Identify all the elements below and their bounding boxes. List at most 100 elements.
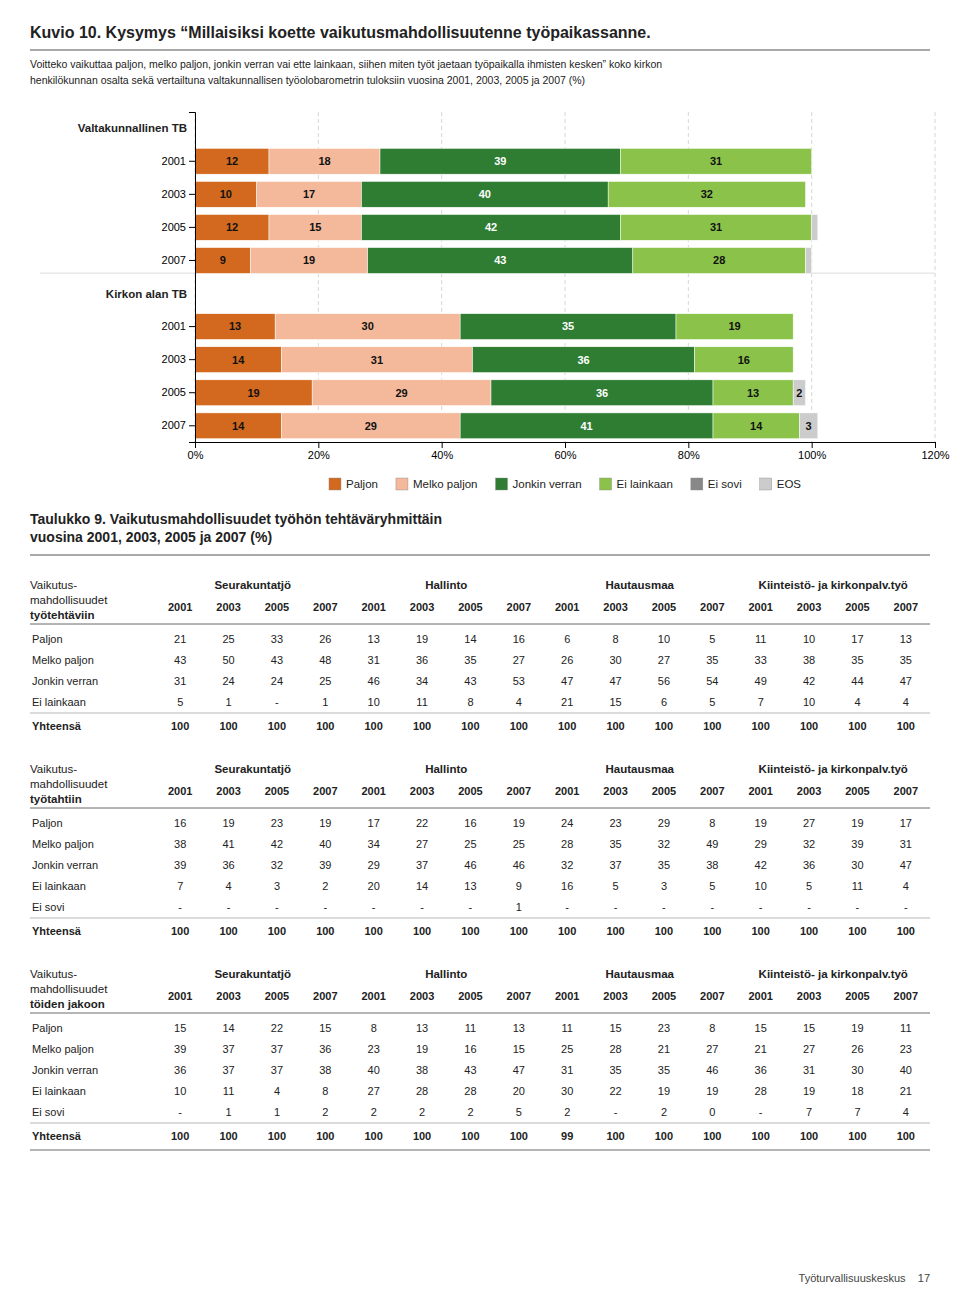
table-title-rule (30, 554, 930, 555)
table-cell: 42 (755, 859, 767, 871)
legend-swatch (600, 478, 612, 490)
table-cell: 46 (368, 675, 380, 687)
subtitle: Voitteko vaikuttaa paljon, melko paljon,… (30, 58, 662, 70)
table-cell: 44 (851, 675, 863, 687)
table-cell: 100 (606, 720, 624, 732)
table-rule (30, 918, 930, 919)
table-cell: 31 (561, 1064, 573, 1076)
column-group: Hallinto (425, 968, 467, 980)
table-cell: 39 (174, 1043, 186, 1055)
table-cell: 100 (219, 925, 237, 937)
table-cell: 10 (658, 633, 670, 645)
table-cell: 28 (561, 838, 573, 850)
legend-label: Ei sovi (708, 478, 742, 490)
y-tick-label: 2005 (162, 386, 186, 398)
table-cell: 31 (368, 654, 380, 666)
series (793, 215, 818, 439)
table-cell: 100 (800, 1130, 818, 1142)
table-cell: 10 (755, 880, 767, 892)
row-label: Melko paljon (32, 838, 94, 850)
group-label: Valtakunnallinen TB (78, 122, 187, 134)
table-cell: 26 (561, 654, 573, 666)
table-cell: 16 (561, 880, 573, 892)
bar (811, 148, 812, 174)
data-label: 41 (580, 420, 592, 432)
row-header: mahdollisuudet (30, 594, 108, 606)
x-tick: 120% (921, 442, 949, 461)
row-header: mahdollisuudet (30, 983, 108, 995)
column-year: 2003 (603, 601, 627, 613)
y-tick-label: 2007 (162, 419, 186, 431)
table-cell: 27 (513, 654, 525, 666)
table-cell: 37 (222, 1064, 234, 1076)
bar (491, 380, 713, 406)
table-cell: 100 (461, 925, 479, 937)
table-cell: 100 (752, 1130, 770, 1142)
table-cell: 100 (268, 1130, 286, 1142)
table-cell: 16 (464, 817, 476, 829)
column-year: 2005 (652, 785, 676, 797)
data-label: 42 (485, 221, 497, 233)
table-cell: 21 (658, 1043, 670, 1055)
table-cell: 35 (900, 654, 912, 666)
legend-item: Ei sovi (691, 478, 742, 490)
table-cell: 10 (803, 633, 815, 645)
table-cell: 5 (709, 633, 715, 645)
data-label: 30 (362, 320, 374, 332)
table-cell: 37 (222, 1043, 234, 1055)
bar (793, 380, 805, 406)
x-tick: 60% (554, 442, 576, 461)
data-label: 9 (220, 254, 226, 266)
column-year: 2007 (313, 785, 337, 797)
table-cell: 30 (851, 859, 863, 871)
bar (793, 347, 794, 373)
data-label: 39 (494, 155, 506, 167)
data-label: 14 (232, 354, 245, 366)
y-tick-mark (189, 359, 195, 360)
table-cell: 35 (464, 654, 476, 666)
bar (805, 181, 806, 207)
table-cell: 48 (319, 654, 331, 666)
table-cell: 19 (416, 633, 428, 645)
table-cell: 30 (851, 1064, 863, 1076)
table-cell: 35 (609, 838, 621, 850)
legend-swatch (691, 478, 703, 490)
data-label: 14 (232, 420, 245, 432)
table-cell: 32 (658, 838, 670, 850)
page: Kuvio 10. Kysymys “Millaisiksi koette va… (0, 0, 960, 1300)
table-cell: 100 (800, 720, 818, 732)
data-label: 36 (596, 387, 608, 399)
grid-line (935, 112, 936, 442)
column-year: 2001 (361, 601, 385, 613)
table-cell: 100 (365, 720, 383, 732)
table-cell: 100 (897, 720, 915, 732)
table-cell: 10 (368, 696, 380, 708)
bar (195, 380, 312, 406)
row-header: Vaikutus- (30, 968, 77, 980)
table-cell: 40 (368, 1064, 380, 1076)
table-cell: 27 (803, 817, 815, 829)
table-cell: 34 (416, 675, 428, 687)
bar (251, 248, 368, 274)
legend-swatch (760, 478, 772, 490)
table-cell: 37 (271, 1064, 283, 1076)
table-cell: 19 (416, 1043, 428, 1055)
table-cell: - (420, 901, 424, 913)
table-cell: 38 (706, 859, 718, 871)
table-cell: - (710, 901, 714, 913)
legend-label: Jonkin verran (513, 478, 582, 490)
table-cell: 47 (900, 859, 912, 871)
footer: Työturvallisuuskeskus 17 (799, 1272, 930, 1284)
table-cell: 36 (755, 1064, 767, 1076)
table-cell: 100 (268, 720, 286, 732)
table-cell: 100 (752, 720, 770, 732)
table-cell: 43 (464, 675, 476, 687)
y-tick: 2001 (162, 155, 195, 167)
bar (793, 314, 794, 340)
table-cell: 100 (897, 925, 915, 937)
table-cell: 32 (803, 838, 815, 850)
table-cell: 27 (416, 838, 428, 850)
column-year: 2003 (216, 601, 240, 613)
table-cell: - (275, 696, 279, 708)
legend-item: Jonkin verran (496, 478, 582, 490)
